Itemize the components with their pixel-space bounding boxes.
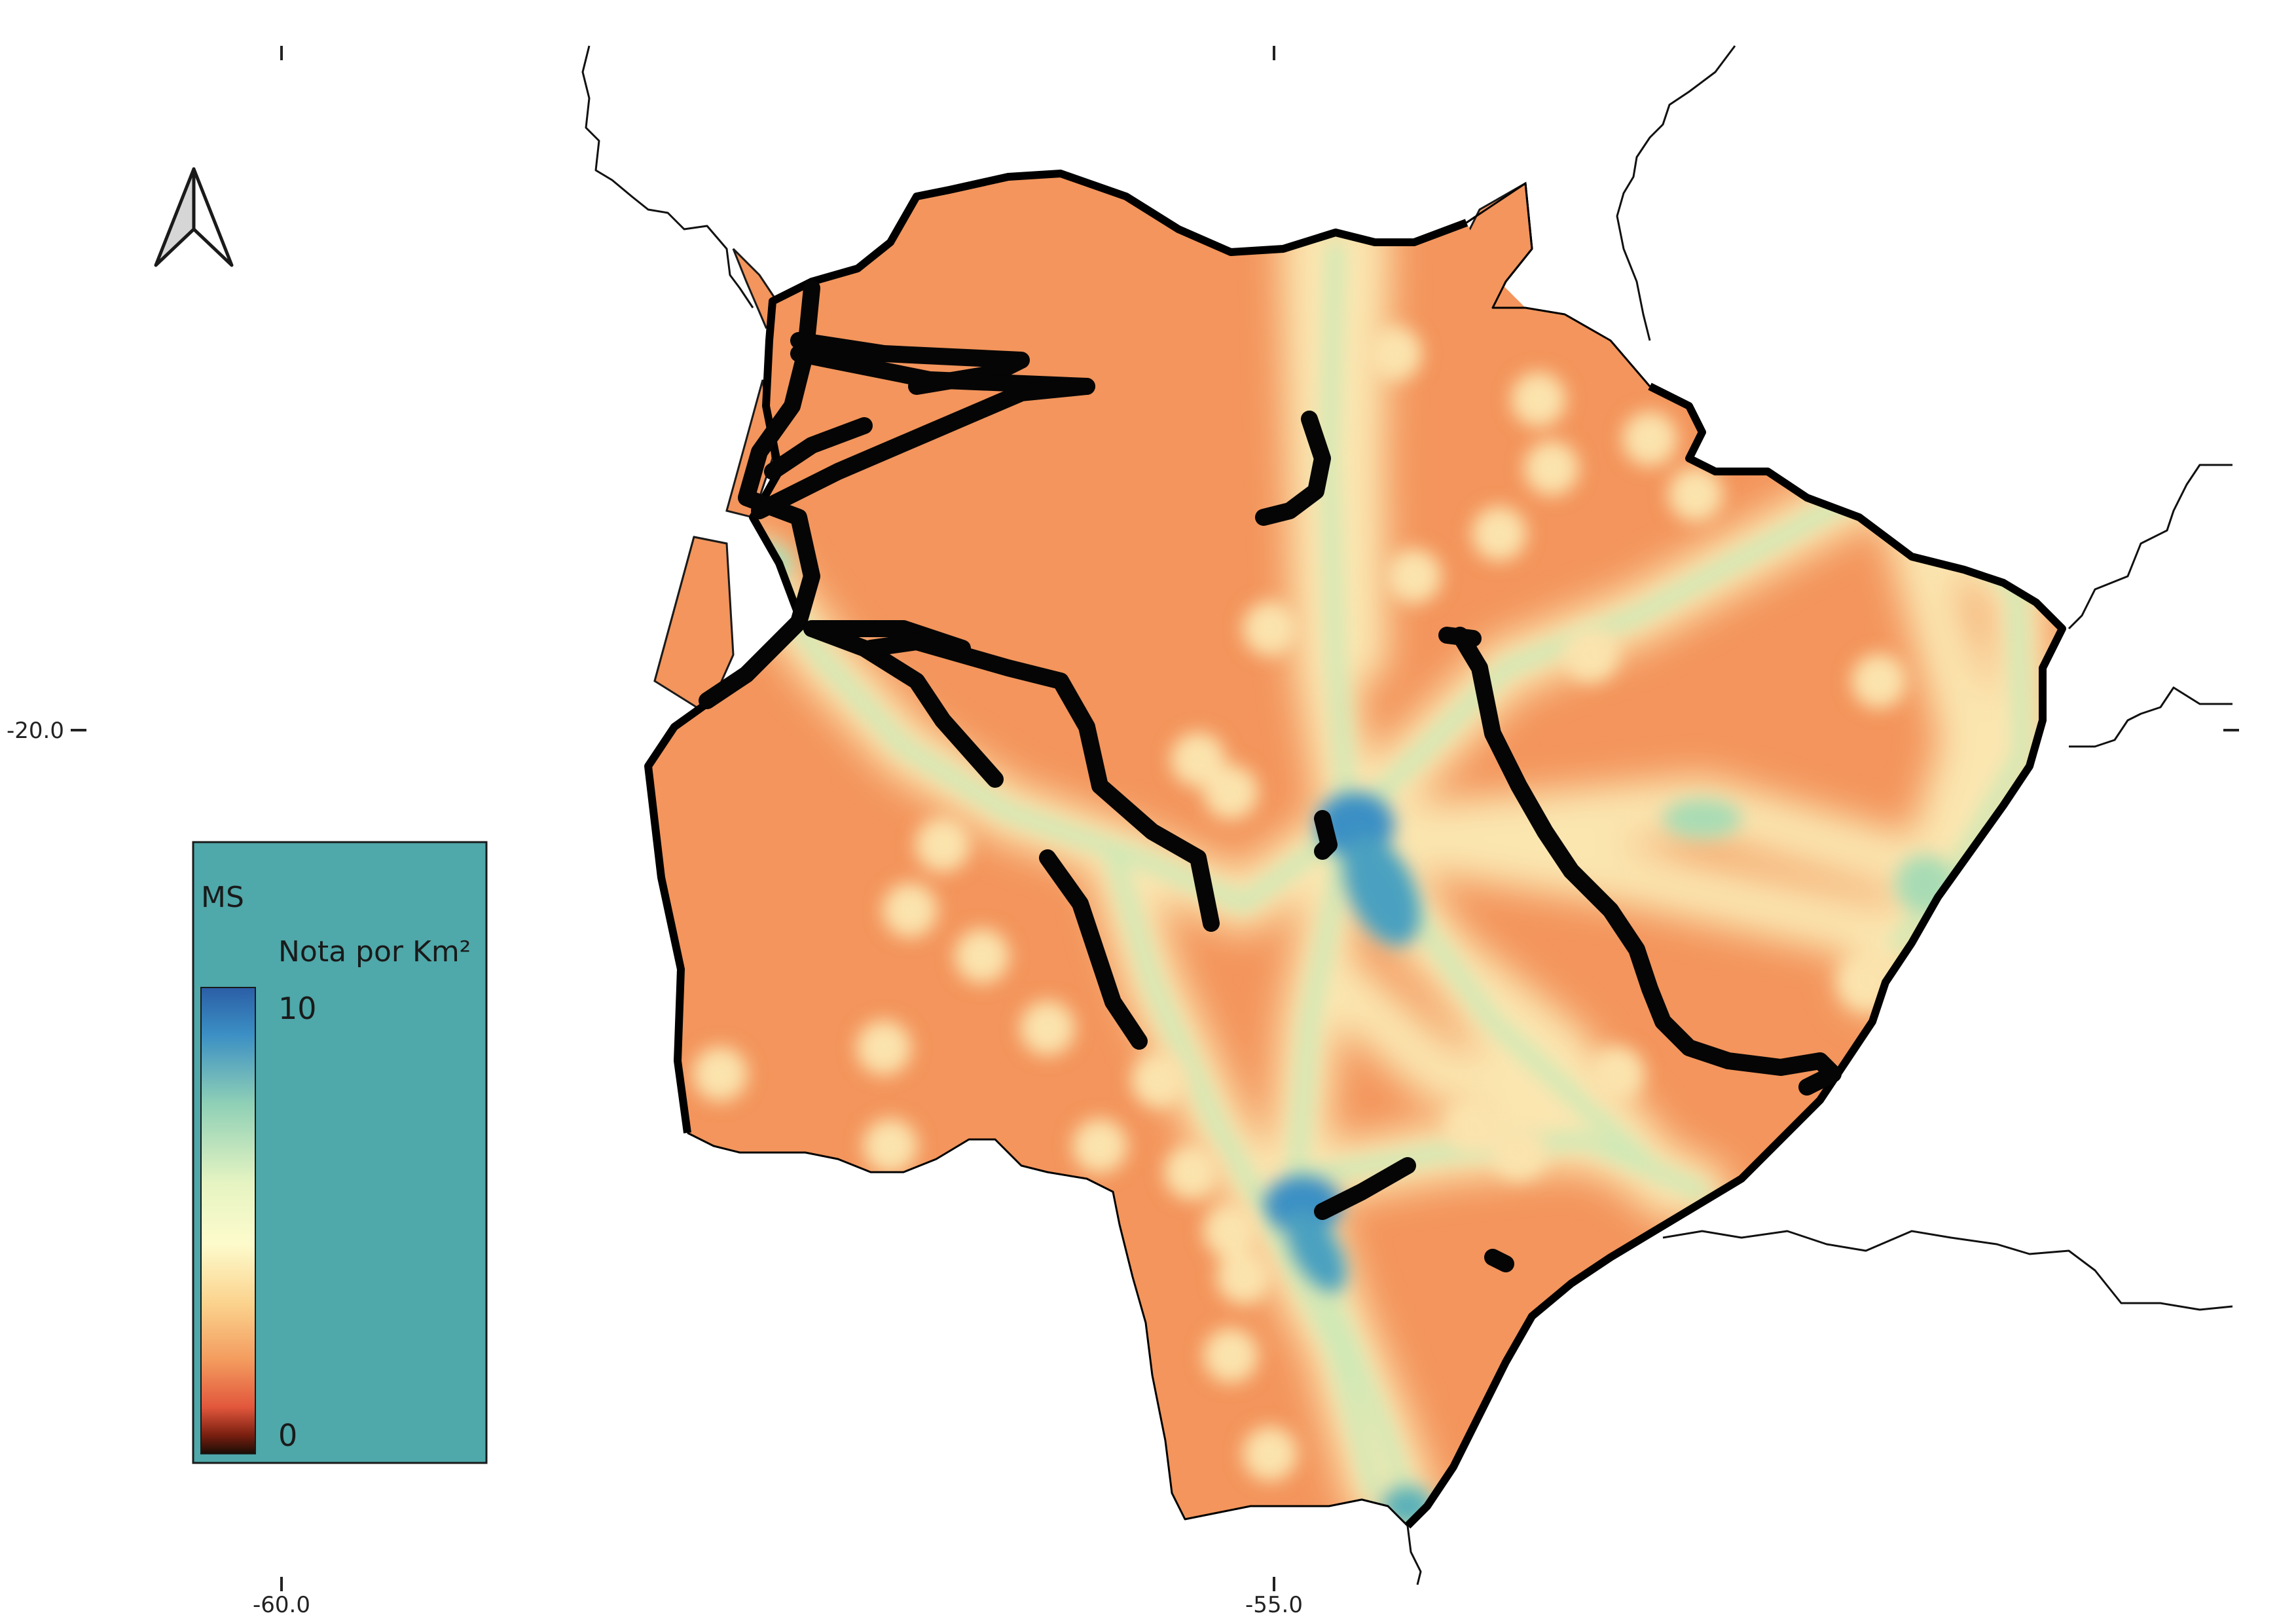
legend-title: MS: [201, 881, 244, 914]
point-halos: [693, 326, 1920, 1481]
legend-subtitle: Nota por Km²: [278, 935, 471, 969]
legend: MS Nota por Km² 10 0: [192, 841, 488, 1464]
x-tick-label-1: -60.0: [253, 1592, 310, 1618]
axis-ticks: [71, 46, 2239, 1591]
state-boundary: [644, 170, 2066, 1529]
legend-min-label: 0: [278, 1418, 297, 1453]
legend-color-ramp: [200, 987, 256, 1454]
north-arrow-icon: [154, 167, 234, 267]
legend-max-label: 10: [278, 991, 317, 1026]
x-tick-label-2: -55.0: [1245, 1592, 1303, 1618]
state-boundary-thin: [687, 182, 1651, 1527]
y-tick-label-1: -20.0: [7, 718, 64, 744]
rivers: [699, 280, 1842, 1272]
